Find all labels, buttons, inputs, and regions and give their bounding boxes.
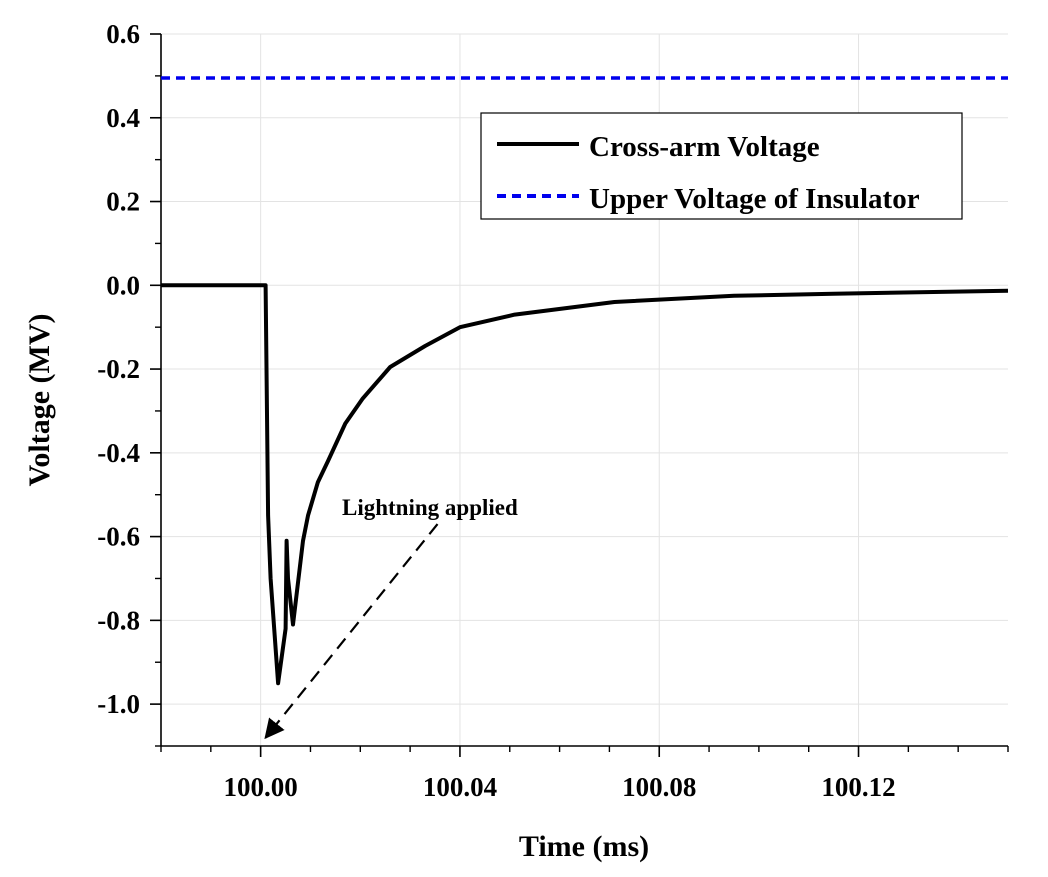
x-axis-title: Time (ms) (519, 830, 649, 863)
y-axis-title: Voltage (MV) (23, 313, 56, 486)
y-tick-label-8: 0.6 (106, 19, 140, 49)
series-lines (161, 76, 1009, 686)
series-line-cross-arm-voltage (161, 283, 1009, 686)
y-tick-label-2: -0.6 (97, 522, 140, 552)
legend-label-cross-arm: Cross-arm Voltage (589, 131, 820, 163)
y-tick-label-7: 0.4 (106, 103, 140, 133)
annotations: Lightning applied (264, 495, 518, 740)
x-tick-label-2: 100.08 (622, 772, 696, 802)
y-tick-label-1: -0.8 (97, 605, 140, 635)
x-tick-label-0: 100.00 (224, 772, 298, 802)
axes: -1.0 -0.8 -0.6 -0.4 -0.2 0.0 0.2 0.4 0.6 100.00 10… (97, 19, 1009, 802)
y-tick-label-4: -0.2 (97, 354, 140, 384)
legend-label-insulator: Upper Voltage of Insulator (589, 183, 920, 215)
lightning-arrow (264, 523, 439, 740)
lightning-annotation-label: Lightning applied (342, 495, 518, 520)
legend-box (480, 112, 963, 220)
y-tick-label-0: -1.0 (97, 689, 140, 719)
y-tick-label-5: 0.0 (106, 270, 140, 300)
x-tick-label-1: 100.04 (423, 772, 497, 802)
y-tick-label-3: -0.4 (97, 438, 140, 468)
y-tick-label-6: 0.2 (106, 187, 140, 217)
x-tick-label-3: 100.12 (821, 772, 895, 802)
legend: Cross-arm Voltage Upper Voltage of Insul… (480, 112, 963, 220)
